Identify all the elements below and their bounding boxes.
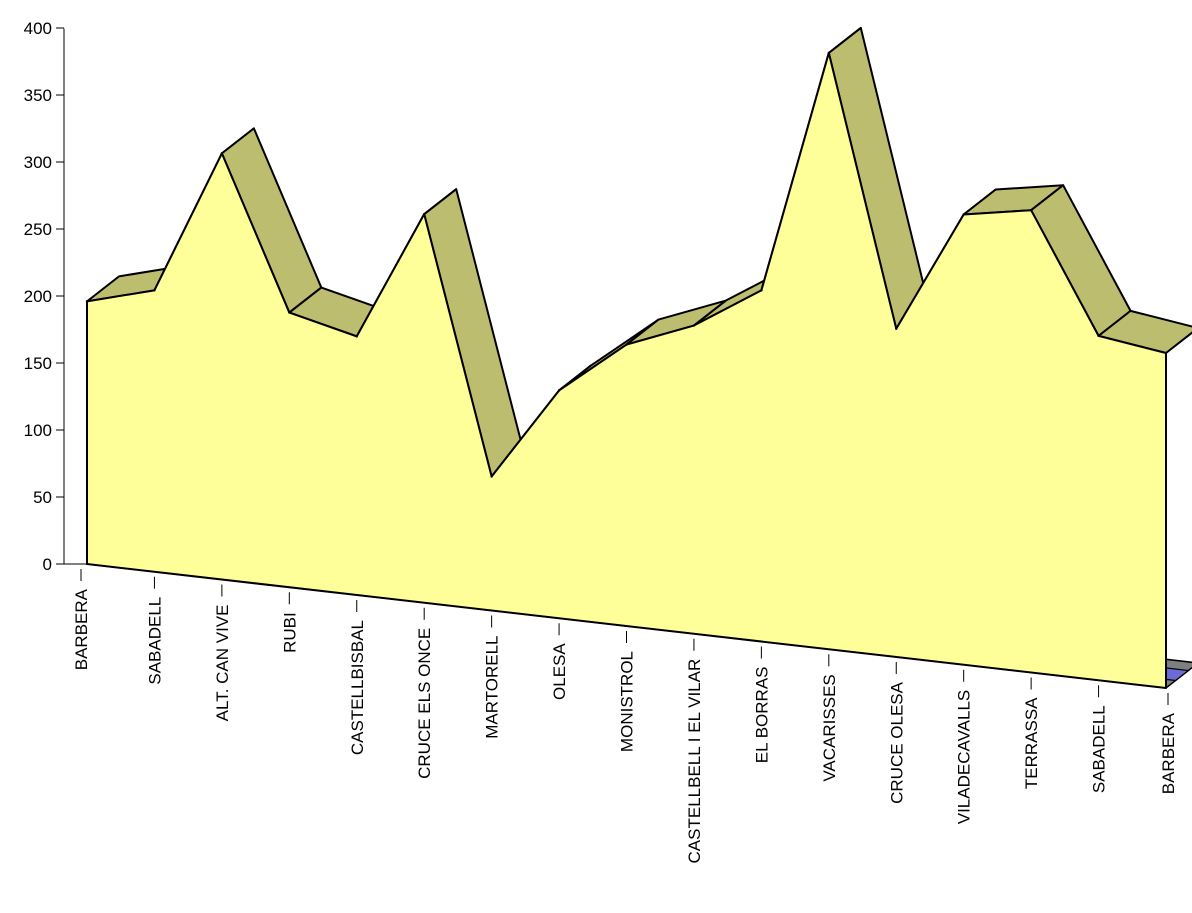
x-tick-label: CRUCE ELS ONCE bbox=[415, 628, 434, 779]
x-tick-label: MARTORELL bbox=[483, 636, 502, 739]
data-point bbox=[692, 324, 696, 327]
x-tick-label: CRUCE OLESA bbox=[887, 681, 906, 804]
x-tick-label: EL BORRAS bbox=[752, 667, 771, 764]
x-tick-label: VACARISSES bbox=[820, 674, 839, 781]
x-axis: BARBERA SABADELL ALT. CAN VIVE RUBI CASTELLB… bbox=[72, 569, 1178, 863]
x-tick-label: SABADELL bbox=[145, 597, 164, 685]
data-point bbox=[962, 213, 965, 216]
x-tick-label: OLESA bbox=[550, 643, 569, 700]
data-point bbox=[895, 327, 898, 330]
x-tick-label: SABADELL bbox=[1090, 705, 1109, 793]
data-point bbox=[1097, 334, 1100, 338]
x-tick-label: MONISTROL bbox=[618, 651, 637, 752]
data-point bbox=[625, 343, 628, 346]
y-tick-label: 50 bbox=[33, 488, 52, 507]
data-point bbox=[85, 300, 89, 303]
elevation-area bbox=[85, 26, 1192, 689]
area-front-face bbox=[86, 51, 1167, 689]
y-tick-label: 300 bbox=[24, 153, 52, 172]
y-tick-label: 250 bbox=[24, 220, 52, 239]
x-tick-label: CASTELLBELL I EL VILAR bbox=[685, 659, 704, 864]
data-point bbox=[827, 51, 831, 55]
data-point bbox=[490, 475, 493, 478]
data-point bbox=[1164, 351, 1168, 355]
y-axis: 0 50 100 150 200 250 300 350 400 bbox=[24, 19, 87, 574]
x-tick-label: VILADECAVALLS bbox=[955, 690, 974, 825]
x-tick-label: RUBI bbox=[280, 612, 299, 653]
data-point bbox=[288, 311, 291, 314]
y-tick-label: 150 bbox=[24, 354, 52, 373]
data-point bbox=[1029, 209, 1033, 212]
x-tick-label: BARBERA bbox=[1159, 712, 1178, 794]
data-point bbox=[422, 212, 426, 216]
x-tick-label: BARBERA bbox=[72, 588, 91, 670]
y-tick-label: 0 bbox=[43, 555, 52, 574]
x-tick-label: CASTELLBISBAL bbox=[348, 620, 367, 755]
y-tick-label: 100 bbox=[24, 421, 52, 440]
y-tick-label: 200 bbox=[24, 287, 52, 306]
data-point bbox=[557, 389, 561, 392]
y-tick-label: 350 bbox=[24, 86, 52, 105]
data-point bbox=[153, 289, 156, 292]
data-point bbox=[355, 335, 358, 338]
y-tick-label: 400 bbox=[24, 19, 52, 38]
x-tick-label: TERRASSA bbox=[1022, 697, 1041, 789]
data-point bbox=[760, 289, 763, 292]
data-point bbox=[220, 152, 224, 155]
x-tick-label: ALT. CAN VIVE bbox=[213, 605, 232, 722]
